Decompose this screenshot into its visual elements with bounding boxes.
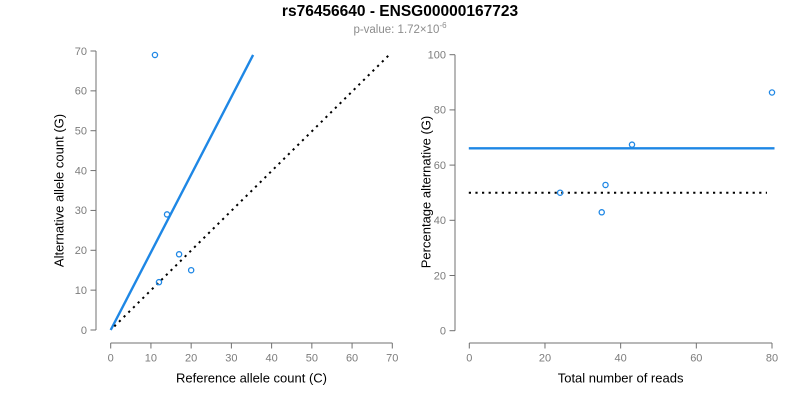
y-tick-label: 30 <box>75 205 87 217</box>
x-tick-label: 20 <box>539 353 551 365</box>
data-point <box>556 189 564 196</box>
x-tick-label: 10 <box>145 353 157 365</box>
y-tick-label: 100 <box>428 50 446 62</box>
x-tick-label: 70 <box>386 353 398 365</box>
fit-line <box>109 54 255 331</box>
left-panel: 0 10 20 30 40 50 60 70 0 10 20 30 40 50 60 70 Reference… <box>52 46 399 386</box>
y-tick-label: 10 <box>75 285 87 297</box>
data-point <box>598 209 605 216</box>
figure-subtitle: p-value: 1.72×10-6 <box>0 21 800 36</box>
y-tick-label: 80 <box>434 105 446 117</box>
p-value-exponent: -6 <box>439 21 447 30</box>
x-tick-label: 40 <box>265 353 277 365</box>
left-panel-marks: 0 10 20 30 40 50 60 70 0 10 20 30 40 50 60 70 <box>75 46 399 365</box>
left-xaxis-title: Reference allele count (C) <box>176 371 327 386</box>
left-yaxis-title: Alternative allele count (G) <box>52 114 67 267</box>
y-tick-label: 60 <box>434 160 446 172</box>
p-value-text: p-value: 1.72×10 <box>353 23 440 36</box>
x-tick-label: 0 <box>108 353 114 365</box>
y-tick-label: 40 <box>434 215 446 227</box>
data-point <box>155 278 163 286</box>
y-tick-label: 70 <box>75 46 87 58</box>
data-point <box>768 89 776 96</box>
x-tick-label: 40 <box>615 353 627 365</box>
data-point <box>602 181 609 189</box>
right-yaxis-title: Percentage alternative (G) <box>419 116 434 268</box>
y-tick-label: 0 <box>440 326 446 338</box>
right-panel: 0 20 40 60 80 100 0 20 40 60 80 Total number of re… <box>419 50 779 386</box>
identity-line <box>113 55 389 328</box>
data-point <box>151 51 159 59</box>
right-panel-marks: 0 20 40 60 80 100 0 20 40 60 80 <box>428 50 778 365</box>
figure-title: rs76456640 - ENSG00000167723 <box>281 3 519 20</box>
x-tick-label: 60 <box>346 353 358 365</box>
x-tick-label: 80 <box>766 353 778 365</box>
right-xaxis-title: Total number of reads <box>558 371 684 386</box>
y-tick-label: 60 <box>75 86 87 98</box>
y-tick-label: 40 <box>75 165 87 177</box>
data-point <box>187 266 195 274</box>
y-tick-label: 20 <box>434 270 446 282</box>
y-tick-label: 20 <box>75 245 87 257</box>
data-point <box>628 141 636 148</box>
x-tick-label: 30 <box>225 353 237 365</box>
x-tick-label: 50 <box>306 353 318 365</box>
y-tick-label: 50 <box>75 126 87 138</box>
x-tick-label: 20 <box>185 353 197 365</box>
data-point <box>175 251 183 258</box>
data-point <box>163 211 171 218</box>
x-tick-label: 0 <box>466 353 472 365</box>
y-tick-label: 0 <box>81 325 87 337</box>
x-tick-label: 60 <box>690 353 702 365</box>
